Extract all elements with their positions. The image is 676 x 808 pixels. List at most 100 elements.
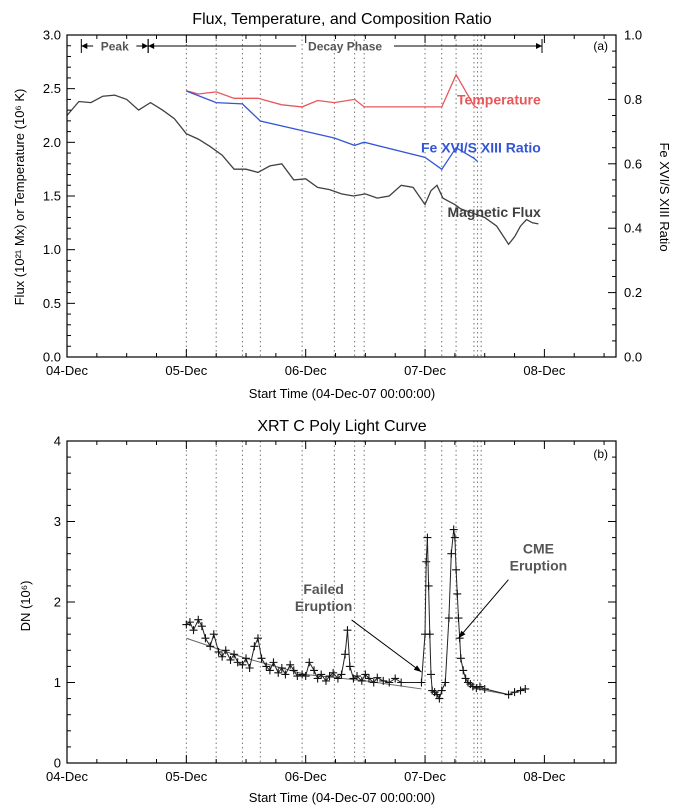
data-point	[452, 565, 461, 574]
annotation-label: Eruption	[510, 558, 568, 574]
data-point	[475, 682, 484, 691]
data-point	[361, 670, 370, 679]
data-point	[510, 688, 519, 697]
data-point	[313, 674, 322, 683]
panel-b-y-axis-label: DN (10⁶)	[18, 581, 33, 632]
data-point	[250, 642, 259, 651]
series-label-temperature: Temperature	[457, 91, 541, 107]
data-point	[379, 676, 388, 685]
y-tick-label: 0.0	[43, 350, 61, 365]
data-point	[472, 684, 481, 693]
data-point	[185, 618, 194, 627]
data-point	[364, 674, 373, 683]
data-point	[281, 670, 290, 679]
panel-a-series-labels: Temperature Fe XVI/S XIII Ratio Magnetic F…	[421, 91, 541, 220]
x-tick-label: 04-Dec	[46, 769, 88, 784]
panel-a-series	[66, 73, 539, 246]
panel-a-right-y-axis-label: Fe XVI/S XIII Ratio	[657, 142, 672, 251]
panel-a-x-axis-label: Start Time (04-Dec-07 00:00:00)	[249, 386, 435, 401]
right-y-tick-label: 0.8	[624, 92, 642, 107]
data-point	[269, 658, 278, 667]
data-point	[422, 557, 431, 566]
data-point	[293, 672, 302, 681]
annotation-label: Failed	[303, 581, 343, 597]
y-tick-label: 1.0	[43, 242, 61, 257]
data-point	[521, 684, 530, 693]
panel-b-title: XRT C Poly Light Curve	[257, 418, 426, 435]
data-point	[504, 690, 513, 699]
right-y-tick-label: 0.6	[624, 156, 642, 171]
annotation-arrow	[458, 579, 509, 639]
x-tick-label: 08-Dec	[523, 769, 565, 784]
data-point	[277, 664, 286, 673]
data-point	[238, 660, 247, 669]
panel-b-x-axis-label: Start Time (04-Dec-07 00:00:00)	[249, 790, 435, 805]
data-point	[337, 670, 346, 679]
y-tick-label: 1	[54, 675, 61, 690]
right-y-tick-label: 0.4	[624, 221, 642, 236]
data-point	[417, 678, 426, 687]
data-point	[194, 615, 203, 624]
data-point	[245, 664, 254, 673]
annotation-arrow-head	[458, 630, 466, 639]
data-point	[461, 674, 470, 683]
x-tick-label: 07-Dec	[404, 769, 446, 784]
data-point	[233, 658, 242, 667]
y-tick-label: 4	[54, 434, 61, 449]
data-point	[253, 634, 262, 643]
data-point	[341, 650, 350, 659]
right-y-tick-label: 0.0	[624, 350, 642, 365]
annotation-label: Eruption	[295, 598, 353, 614]
data-point	[230, 650, 239, 659]
x-tick-label: 06-Dec	[285, 769, 327, 784]
data-point	[325, 672, 334, 681]
panel-a-chart: Flux, Temperature, and Composition Ratio…	[12, 11, 672, 401]
data-point	[317, 670, 326, 679]
y-tick-label: 2.0	[43, 135, 61, 150]
y-tick-label: 2	[54, 595, 61, 610]
panel-b-label: (b)	[593, 447, 608, 461]
data-point	[437, 686, 446, 695]
panel-b-axes: 04-Dec 05-Dec 06-Dec 07-Dec 08-Dec 0 1 2 3 4	[46, 434, 616, 784]
light-curve-line	[186, 529, 526, 700]
x-tick-label: 08-Dec	[523, 363, 565, 378]
phase-arrow-head	[81, 43, 88, 49]
data-point	[353, 672, 362, 681]
data-point	[214, 647, 223, 656]
panel-b-annotations: FailedEruptionFailed EruptionCMEEruption…	[295, 541, 568, 673]
data-point	[516, 686, 525, 695]
x-tick-label: 04-Dec	[46, 363, 88, 378]
y-tick-label: 3	[54, 514, 61, 529]
data-point	[427, 670, 436, 679]
data-point	[423, 533, 432, 542]
panel-a-phase-markers: Peak Decay Phase	[80, 39, 543, 54]
phase-arrow-head	[142, 43, 149, 49]
data-point	[310, 666, 319, 675]
data-point	[218, 652, 227, 661]
data-point	[424, 581, 433, 590]
phase-arrow-head	[536, 43, 543, 49]
x-tick-label: 06-Dec	[285, 363, 327, 378]
data-point	[257, 654, 266, 663]
data-point	[343, 626, 352, 635]
y-tick-label: 0.5	[43, 296, 61, 311]
data-point	[454, 614, 463, 623]
data-point	[209, 630, 218, 639]
data-point	[373, 673, 382, 682]
panel-a-label: (a)	[593, 39, 608, 53]
panel-b-chart: XRT C Poly Light Curve (b) Start Time (0…	[18, 418, 617, 805]
data-point	[321, 676, 330, 685]
data-point	[453, 589, 462, 598]
right-y-tick-label: 1.0	[624, 28, 642, 43]
data-point	[444, 614, 453, 623]
data-point	[301, 672, 310, 681]
panel-a-title: Flux, Temperature, and Composition Ratio	[192, 11, 492, 28]
data-point	[391, 674, 400, 683]
data-point	[262, 662, 271, 671]
x-tick-label: 07-Dec	[404, 363, 446, 378]
panel-a-event-lines	[185, 35, 482, 357]
y-tick-label: 2.5	[43, 81, 61, 96]
data-point	[369, 678, 378, 687]
data-point	[242, 654, 251, 663]
y-tick-label: 3.0	[43, 28, 61, 43]
